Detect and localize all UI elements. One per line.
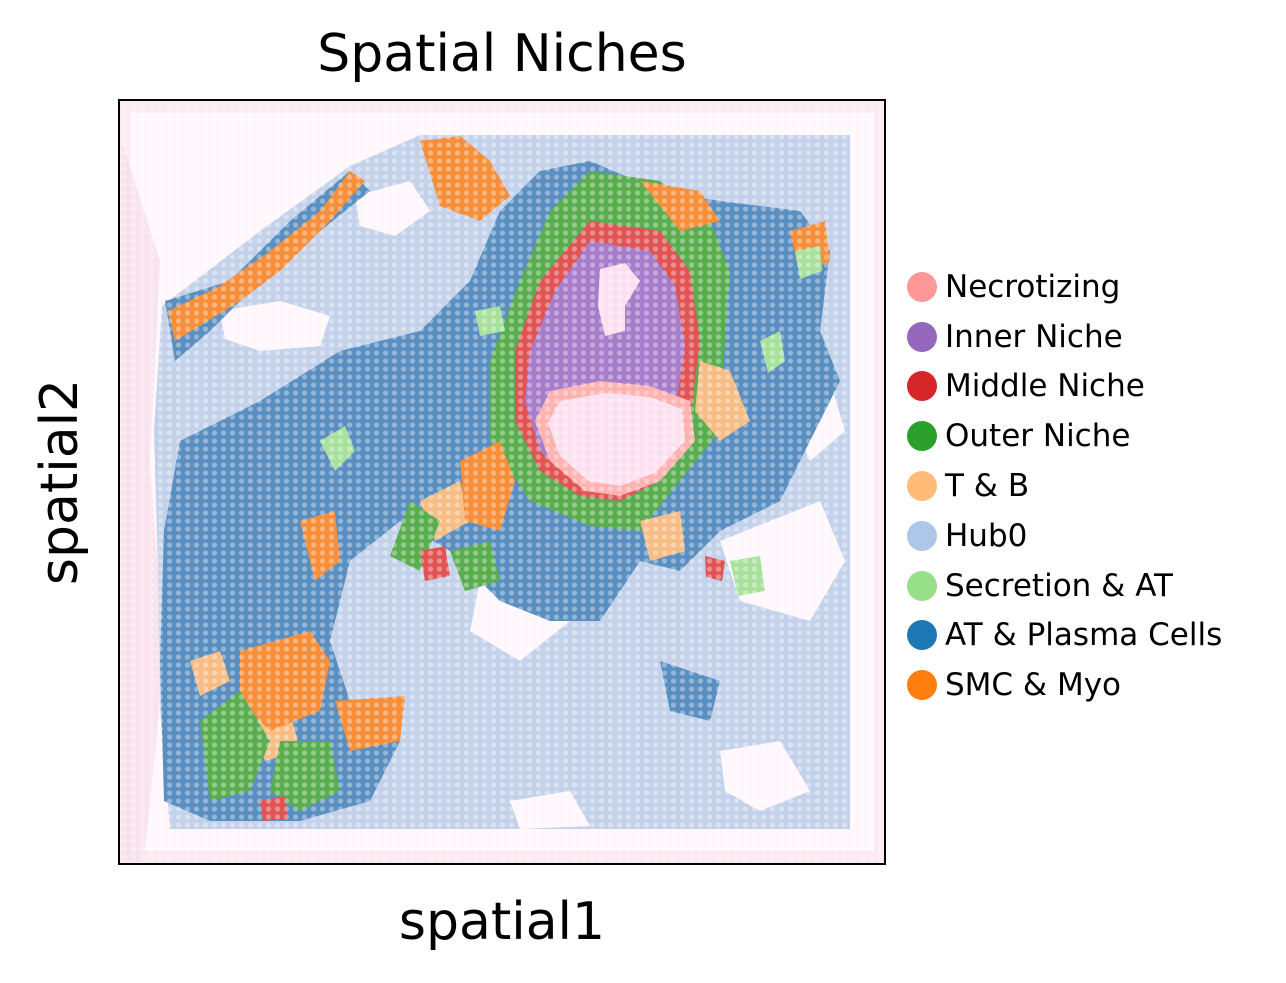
legend-swatch xyxy=(907,570,937,601)
chart-title: Spatial Niches xyxy=(317,24,687,84)
legend-item: T & B xyxy=(907,461,1222,511)
legend-swatch xyxy=(907,670,937,701)
legend-label: Necrotizing xyxy=(945,268,1121,305)
legend-label: Inner Niche xyxy=(945,318,1123,355)
legend-item: SMC & Myo xyxy=(907,660,1222,710)
spot-texture xyxy=(120,101,884,863)
legend-item: AT & Plasma Cells xyxy=(907,611,1222,661)
legend-swatch xyxy=(907,520,937,551)
legend-swatch xyxy=(907,271,937,302)
legend-item: Hub0 xyxy=(907,511,1222,561)
y-axis-label: spatial2 xyxy=(30,378,90,586)
legend-label: Middle Niche xyxy=(945,368,1145,405)
legend-item: Necrotizing xyxy=(907,262,1222,312)
legend: Necrotizing Inner Niche Middle Niche Outer … xyxy=(907,262,1222,710)
legend-swatch xyxy=(907,421,937,452)
legend-label: Secretion & AT xyxy=(945,567,1173,604)
legend-label: Outer Niche xyxy=(945,418,1131,455)
legend-label: T & B xyxy=(945,468,1030,505)
legend-label: Hub0 xyxy=(945,517,1028,554)
x-axis-label: spatial1 xyxy=(398,892,606,952)
legend-item: Outer Niche xyxy=(907,411,1222,461)
legend-item: Middle Niche xyxy=(907,362,1222,412)
legend-swatch xyxy=(907,620,937,651)
plot-area xyxy=(118,99,886,865)
legend-item: Inner Niche xyxy=(907,312,1222,362)
legend-swatch xyxy=(907,371,937,402)
legend-swatch xyxy=(907,471,937,502)
legend-label: AT & Plasma Cells xyxy=(945,617,1223,654)
legend-swatch xyxy=(907,321,937,352)
spatial-map xyxy=(120,101,884,863)
legend-item: Secretion & AT xyxy=(907,561,1222,611)
legend-label: SMC & Myo xyxy=(945,667,1122,704)
